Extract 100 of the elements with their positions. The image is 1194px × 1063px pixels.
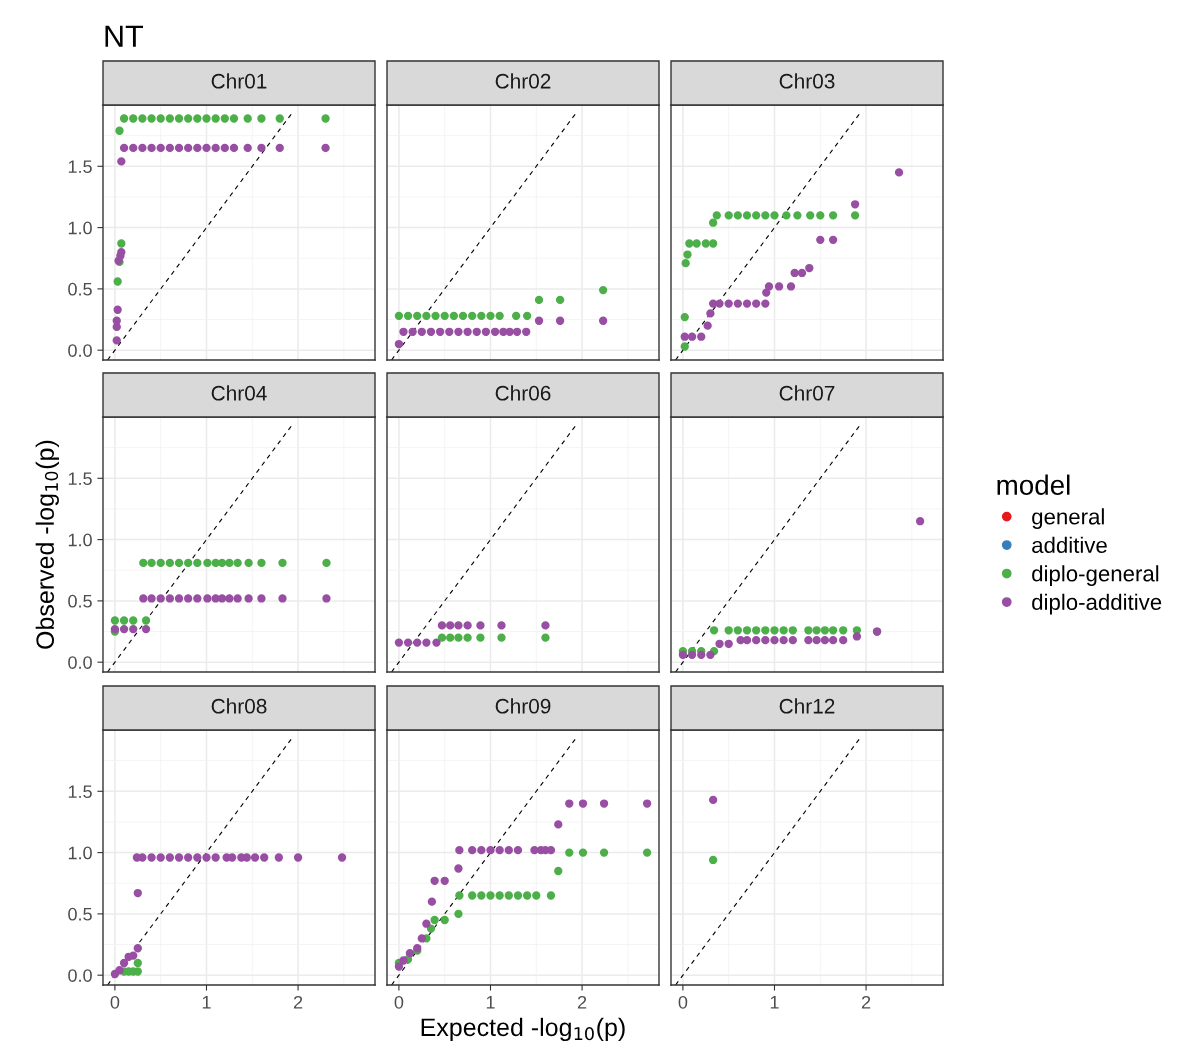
point <box>417 327 426 336</box>
point <box>816 235 825 245</box>
point <box>742 626 752 635</box>
point <box>138 853 147 862</box>
point <box>642 848 652 857</box>
point <box>440 876 449 885</box>
point <box>468 845 477 855</box>
point <box>565 848 574 857</box>
point <box>598 316 608 325</box>
legend-label: general <box>1032 508 1104 529</box>
point <box>724 211 733 220</box>
point <box>685 239 694 248</box>
point <box>703 321 712 330</box>
point <box>770 211 779 220</box>
point <box>225 558 234 568</box>
point <box>184 853 193 862</box>
point <box>156 853 165 862</box>
point <box>394 339 404 349</box>
point <box>293 853 303 862</box>
point <box>786 282 796 291</box>
point <box>555 316 565 325</box>
point <box>761 626 770 635</box>
point <box>828 211 838 220</box>
point <box>430 876 439 885</box>
chart-subtitle: Chr07 <box>779 385 835 401</box>
point <box>687 332 697 341</box>
y-tick-label: 0.5 <box>68 282 92 296</box>
point <box>233 558 242 568</box>
point <box>839 626 848 635</box>
y-tick-label: 0.5 <box>68 594 92 608</box>
point <box>752 626 761 635</box>
point <box>193 558 202 568</box>
point <box>184 594 193 603</box>
point <box>250 853 260 862</box>
point <box>257 114 266 123</box>
point <box>184 143 193 153</box>
point <box>220 114 229 123</box>
point <box>129 143 138 153</box>
point <box>894 168 904 177</box>
point <box>225 594 234 603</box>
point <box>761 635 770 645</box>
chart-subtitle: Chr04 <box>211 385 267 401</box>
x-tick-label: 1 <box>770 996 779 1009</box>
point <box>820 635 830 645</box>
point <box>403 311 413 321</box>
legend-title: model <box>997 474 1070 495</box>
point <box>812 626 821 635</box>
point <box>495 891 504 900</box>
point <box>477 845 486 855</box>
point <box>211 114 220 123</box>
point <box>117 239 126 248</box>
chart-subtitle: Chr01 <box>211 73 267 89</box>
point <box>174 143 184 153</box>
point <box>513 891 523 900</box>
point <box>156 114 165 123</box>
point <box>119 143 129 153</box>
chart-subtitle: Chr08 <box>211 698 267 714</box>
point <box>275 143 284 153</box>
point <box>511 311 521 321</box>
point <box>522 311 532 321</box>
point <box>244 594 253 603</box>
point <box>724 639 733 648</box>
point <box>504 891 513 900</box>
point <box>156 558 165 568</box>
point <box>260 853 269 862</box>
point <box>275 114 284 123</box>
point <box>505 327 514 336</box>
point <box>701 239 710 248</box>
point <box>486 311 495 321</box>
point <box>490 327 500 336</box>
point <box>472 327 481 336</box>
point <box>486 845 495 855</box>
point <box>805 263 814 273</box>
chart-subtitle: Chr03 <box>779 73 835 89</box>
point <box>115 126 124 135</box>
point <box>512 327 522 336</box>
point <box>394 311 404 321</box>
point <box>417 934 426 943</box>
point <box>804 626 813 635</box>
point <box>193 143 202 153</box>
point <box>793 211 802 220</box>
point <box>820 626 830 635</box>
x-tick-label: 2 <box>861 995 871 1009</box>
point <box>322 558 331 568</box>
point <box>337 853 347 862</box>
point <box>435 327 445 336</box>
point <box>839 635 848 645</box>
point <box>599 799 609 808</box>
point <box>141 624 151 634</box>
point <box>812 635 821 645</box>
point <box>133 944 142 953</box>
point <box>806 211 815 220</box>
y-tick-label: 0.5 <box>68 907 92 921</box>
point <box>554 866 563 876</box>
point <box>578 848 588 857</box>
point <box>779 626 788 635</box>
point <box>915 517 925 526</box>
legend-label: diplo-general <box>1032 565 1159 586</box>
y-tick-label: 0.0 <box>68 656 92 669</box>
point <box>112 316 121 325</box>
